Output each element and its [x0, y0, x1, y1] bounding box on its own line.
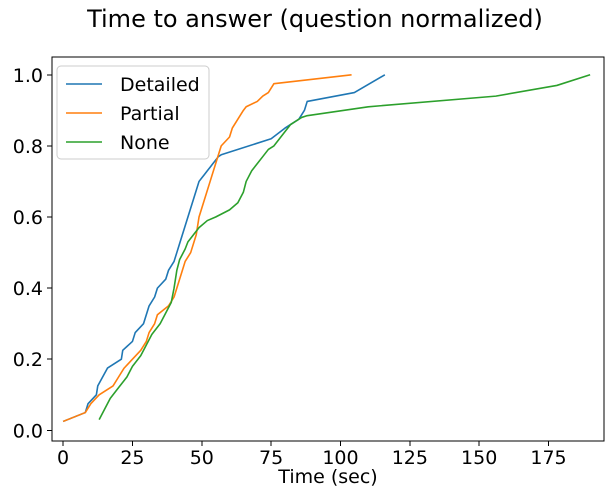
- x-tick-label: 150: [461, 447, 497, 469]
- y-tick-label: 0.4: [13, 278, 43, 300]
- x-tick-label: 0: [57, 447, 69, 469]
- x-axis-ticks: 0 25 50 75 100 125 150 175: [57, 441, 567, 469]
- x-axis-label: Time (sec): [277, 466, 377, 488]
- legend-box: [56, 65, 210, 160]
- series-line-partial: [62, 73, 352, 423]
- y-tick-label: 0.2: [13, 349, 43, 371]
- x-tick-label: 175: [530, 447, 566, 469]
- plot-lines: [62, 73, 591, 423]
- plot-frame: [51, 56, 605, 442]
- series-line-detailed: [62, 74, 386, 423]
- legend: Detailed Partial None: [56, 65, 210, 160]
- y-tick-label: 0.0: [13, 420, 43, 442]
- x-tick-label: 75: [259, 447, 283, 469]
- y-tick-label: 1.0: [13, 65, 43, 87]
- legend-label-partial: Partial: [120, 103, 180, 125]
- y-tick-label: 0.8: [13, 136, 43, 158]
- legend-label-detailed: Detailed: [120, 74, 200, 96]
- y-axis-ticks: 0.0 0.2 0.4 0.6 0.8 1.0: [13, 65, 52, 442]
- x-tick-label: 100: [322, 447, 358, 469]
- x-tick-label: 125: [392, 447, 428, 469]
- legend-label-none: None: [120, 132, 170, 154]
- series-line-none: [98, 74, 591, 421]
- x-tick-label: 25: [120, 447, 144, 469]
- y-tick-label: 0.6: [13, 207, 43, 229]
- x-tick-label: 50: [190, 447, 214, 469]
- chart-title: Time to answer (question normalized): [86, 5, 543, 33]
